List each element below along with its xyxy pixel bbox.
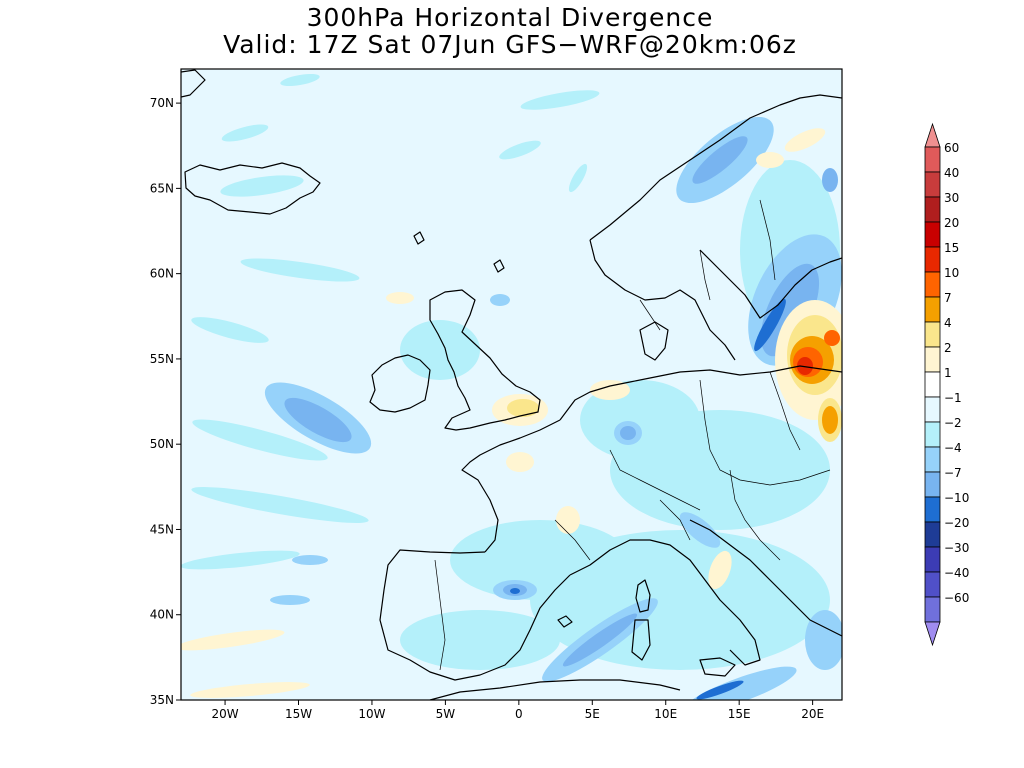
colorbar-top-arrow <box>924 122 941 148</box>
colorbar-label: 10 <box>944 266 959 280</box>
colorbar-swatch <box>924 221 941 248</box>
chart-title-line-1: 300hPa Horizontal Divergence <box>306 3 714 32</box>
colorbar-label: 7 <box>944 291 952 305</box>
country-borders <box>434 199 831 671</box>
colorbar-swatch <box>924 271 941 298</box>
colorbar-label: −60 <box>944 591 969 605</box>
colorbar-label: −20 <box>944 516 969 530</box>
lon-tick-label: 5W <box>436 707 456 721</box>
lon-tick-label: 15E <box>728 707 751 721</box>
colorbar-swatch <box>924 171 941 198</box>
colorbar-swatch <box>924 446 941 473</box>
colorbar-label: 4 <box>944 316 952 330</box>
colorbar-label: −2 <box>944 416 962 430</box>
colorbar-label: 20 <box>944 216 959 230</box>
map-frame <box>180 68 843 701</box>
lon-tick-label: 20W <box>211 707 238 721</box>
lon-tick-label: 10W <box>358 707 385 721</box>
colorbar-legend: 60 40 30 20 15 10 7 4 2 1 −1 −2 −4 −7 −10 −20 −30 −40 −60 <box>924 122 969 647</box>
colorbar-label: 30 <box>944 191 959 205</box>
lat-tick-label: 35N <box>150 693 174 707</box>
colorbar-swatch <box>924 296 941 323</box>
colorbar-label: 15 <box>944 241 959 255</box>
colorbar-swatch <box>924 371 941 398</box>
colorbar-swatch <box>924 346 941 373</box>
colorbar-swatch <box>924 196 941 223</box>
colorbar-label: −30 <box>944 541 969 555</box>
colorbar-swatch <box>924 521 941 548</box>
colorbar-swatch <box>924 496 941 523</box>
colorbar-label: −7 <box>944 466 962 480</box>
lat-tick-label: 65N <box>150 181 174 195</box>
colorbar-label: 1 <box>944 366 952 380</box>
colorbar-swatch <box>924 571 941 598</box>
colorbar-swatch <box>924 596 941 623</box>
colorbar-swatch <box>924 421 941 448</box>
colorbar-swatch <box>924 246 941 273</box>
lat-tick-label: 60N <box>150 267 174 281</box>
colorbar-label: 40 <box>944 166 959 180</box>
lon-tick-label: 5E <box>585 707 600 721</box>
lon-tick-label: 20E <box>801 707 824 721</box>
colorbar-swatch <box>924 471 941 498</box>
coastlines <box>181 69 842 700</box>
chart-title-line-2: Valid: 17Z Sat 07Jun GFS−WRF@20km:06z <box>223 30 797 59</box>
divergence-field <box>181 73 842 700</box>
lat-tick-label: 45N <box>150 522 174 536</box>
colorbar-swatch <box>924 396 941 423</box>
colorbar-swatch <box>924 546 941 573</box>
colorbar-bottom-arrow <box>924 621 941 647</box>
lat-tick-label: 55N <box>150 352 174 366</box>
lon-tick-label: 15W <box>285 707 312 721</box>
colorbar-swatch <box>924 321 941 348</box>
lon-tick-label: 0 <box>515 707 523 721</box>
lat-tick-label: 40N <box>150 608 174 622</box>
colorbar-label: −4 <box>944 441 962 455</box>
latitude-axis: 35N 40N 45N 50N 55N 60N 65N 70N <box>150 96 181 707</box>
colorbar-label: −1 <box>944 391 962 405</box>
lon-tick-label: 10E <box>654 707 677 721</box>
colorbar-label: −40 <box>944 566 969 580</box>
colorbar-label: 2 <box>944 341 952 355</box>
map-area <box>181 69 842 700</box>
colorbar-label: 60 <box>944 141 959 155</box>
lat-tick-label: 50N <box>150 437 174 451</box>
colorbar-swatch <box>924 146 941 173</box>
colorbar-label: −10 <box>944 491 969 505</box>
longitude-axis: 20W 15W 10W 5W 0 5E 10E 15E 20E <box>211 700 824 721</box>
lat-tick-label: 70N <box>150 96 174 110</box>
